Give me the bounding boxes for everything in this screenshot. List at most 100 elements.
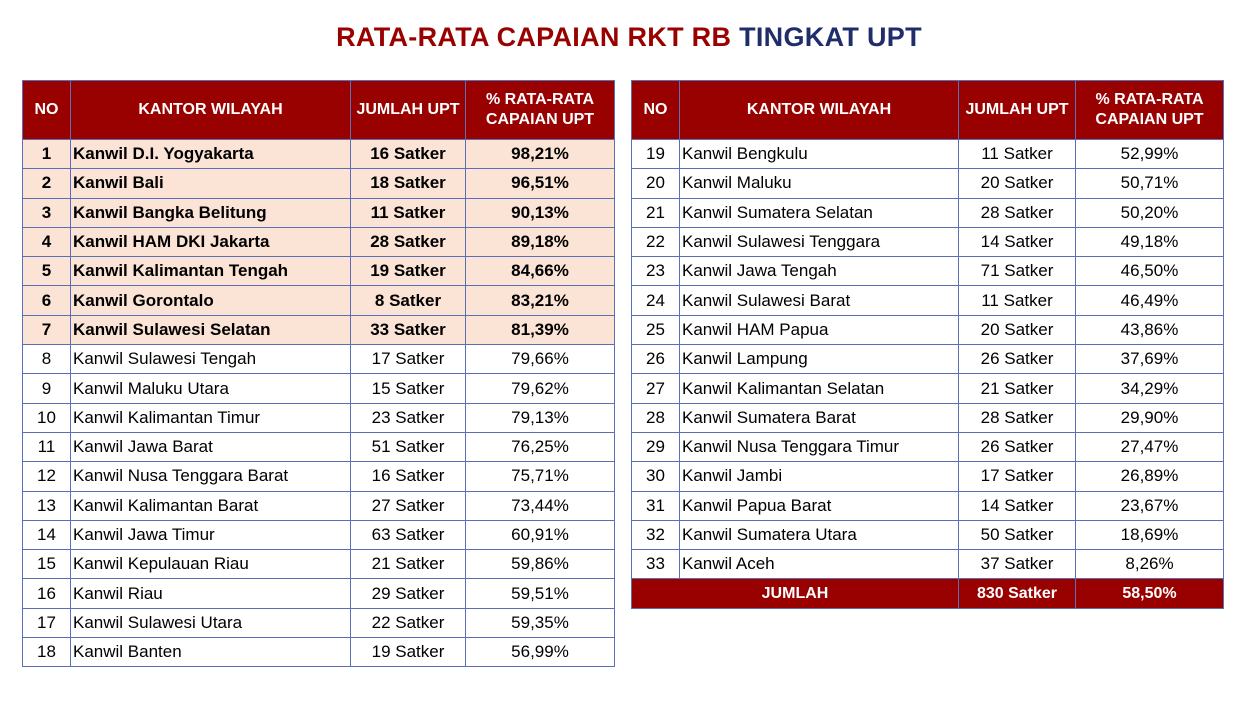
cell: 14 Satker — [958, 226, 1076, 258]
cell: 6 — [22, 285, 71, 316]
cell: 56,99% — [465, 637, 615, 668]
row: 19 Kanwil Bengkulu 11 Satker 52,99% — [631, 138, 1224, 170]
cell: 83,21% — [465, 285, 615, 316]
cell: Kanwil Maluku — [679, 168, 959, 199]
cell: Kanwil Banten — [70, 637, 351, 668]
row: 10 Kanwil Kalimantan Timur 23 Satker 79,13% — [22, 402, 615, 433]
row: 7 Kanwil Sulawesi Selatan 33 Satker 81,39% — [22, 314, 615, 346]
column-header: NO — [631, 80, 680, 140]
cell: Kanwil Kalimantan Tengah — [70, 256, 351, 287]
cell: 15 — [22, 549, 71, 580]
cell: 20 Satker — [958, 314, 1076, 346]
cell: 63 Satker — [350, 519, 466, 551]
cell: 11 — [22, 431, 71, 463]
cell: 1 — [22, 138, 71, 170]
cell: 76,25% — [465, 431, 615, 463]
cell: Kanwil HAM Papua — [679, 314, 959, 346]
cell: 13 — [22, 490, 71, 521]
cell: 33 — [631, 549, 680, 580]
cell: 17 Satker — [958, 461, 1076, 492]
row: 8 Kanwil Sulawesi Tengah 17 Satker 79,66% — [22, 344, 615, 375]
cell: 28 Satker — [350, 226, 466, 258]
row: 2 Kanwil Bali 18 Satker 96,51% — [22, 168, 615, 199]
cell: 30 — [631, 461, 680, 492]
cell: 52,99% — [1075, 138, 1224, 170]
cell: 79,66% — [465, 344, 615, 375]
cell: 5 — [22, 256, 71, 287]
column-header: JUMLAH UPT — [350, 80, 466, 140]
cell: 23 — [631, 256, 680, 287]
cell: 96,51% — [465, 168, 615, 199]
header-row: NO KANTOR WILAYAH JUMLAH UPT% RATA-RATA CA… — [22, 80, 615, 140]
cell: 84,66% — [465, 256, 615, 287]
cell: Kanwil Maluku Utara — [70, 373, 351, 404]
column-header: JUMLAH UPT — [958, 80, 1076, 140]
cell: 12 — [22, 461, 71, 492]
cell: 8 — [22, 344, 71, 375]
cell: 4 — [22, 226, 71, 258]
cell: 49,18% — [1075, 226, 1224, 258]
cell: 46,50% — [1075, 256, 1224, 287]
column-header: NO — [22, 80, 71, 140]
cell: Kanwil Jawa Timur — [70, 519, 351, 551]
cell: 59,51% — [465, 578, 615, 609]
cell: 2 — [22, 168, 71, 199]
footer-row: JUMLAH 830 Satker 58,50% — [631, 578, 1224, 609]
cell: Kanwil Kepulauan Riau — [70, 549, 351, 580]
cell: 60,91% — [465, 519, 615, 551]
cell: 27,47% — [1075, 431, 1224, 463]
cell: 46,49% — [1075, 285, 1224, 316]
cell: Kanwil Nusa Tenggara Barat — [70, 461, 351, 492]
cell: 21 — [631, 197, 680, 228]
cell: Kanwil Sulawesi Utara — [70, 607, 351, 639]
footer-cell: 58,50% — [1075, 578, 1224, 609]
cell: Kanwil Bali — [70, 168, 351, 199]
cell: 8 Satker — [350, 285, 466, 316]
table-right: NO KANTOR WILAYAH JUMLAH UPT% RATA-RATA CA… — [631, 80, 1224, 609]
cell: 98,21% — [465, 138, 615, 170]
cell: 11 Satker — [958, 285, 1076, 316]
cell: Kanwil Gorontalo — [70, 285, 351, 316]
cell: Kanwil Bengkulu — [679, 138, 959, 170]
cell: 14 — [22, 519, 71, 551]
cell: 20 Satker — [958, 168, 1076, 199]
row: 27 Kanwil Kalimantan Selatan 21 Satker 34,2… — [631, 373, 1224, 404]
cell: 9 — [22, 373, 71, 404]
footer-cell: 830 Satker — [958, 578, 1076, 609]
cell: 73,44% — [465, 490, 615, 521]
cell: 50,71% — [1075, 168, 1224, 199]
cell: 28 Satker — [958, 197, 1076, 228]
cell: 29 Satker — [350, 578, 466, 609]
cell: 26 Satker — [958, 344, 1076, 375]
cell: 28 — [631, 402, 680, 433]
cell: 21 Satker — [958, 373, 1076, 404]
cell: 27 Satker — [350, 490, 466, 521]
row: 1 Kanwil D.I. Yogyakarta 16 Satker 98,21% — [22, 138, 615, 170]
cell: 18,69% — [1075, 519, 1224, 551]
cell: 16 — [22, 578, 71, 609]
cell: 19 Satker — [350, 256, 466, 287]
row: 31 Kanwil Papua Barat 14 Satker 23,67% — [631, 490, 1224, 521]
cell: 59,35% — [465, 607, 615, 639]
title-red: RATA-RATA CAPAIAN RKT RB — [336, 22, 732, 52]
cell: 22 — [631, 226, 680, 258]
cell: 19 — [631, 138, 680, 170]
row: 9 Kanwil Maluku Utara 15 Satker 79,62% — [22, 373, 615, 404]
title-blue: TINGKAT UPT — [739, 22, 922, 52]
row: 22 Kanwil Sulawesi Tenggara 14 Satker 49,18… — [631, 226, 1224, 258]
cell: Kanwil Sulawesi Selatan — [70, 314, 351, 346]
cell: Kanwil Kalimantan Barat — [70, 490, 351, 521]
row: 5 Kanwil Kalimantan Tengah 19 Satker 84,66% — [22, 256, 615, 287]
column-header: % RATA-RATA CAPAIAN UPT — [465, 80, 615, 140]
cell: 29,90% — [1075, 402, 1224, 433]
cell: 16 Satker — [350, 461, 466, 492]
cell: Kanwil Jambi — [679, 461, 959, 492]
column-header: KANTOR WILAYAH — [679, 80, 959, 140]
cell: 18 — [22, 637, 71, 668]
cell: 75,71% — [465, 461, 615, 492]
cell: Kanwil Aceh — [679, 549, 959, 580]
cell: 90,13% — [465, 197, 615, 228]
cell: 89,18% — [465, 226, 615, 258]
row: 28 Kanwil Sumatera Barat 28 Satker 29,90% — [631, 402, 1224, 433]
cell: 17 Satker — [350, 344, 466, 375]
